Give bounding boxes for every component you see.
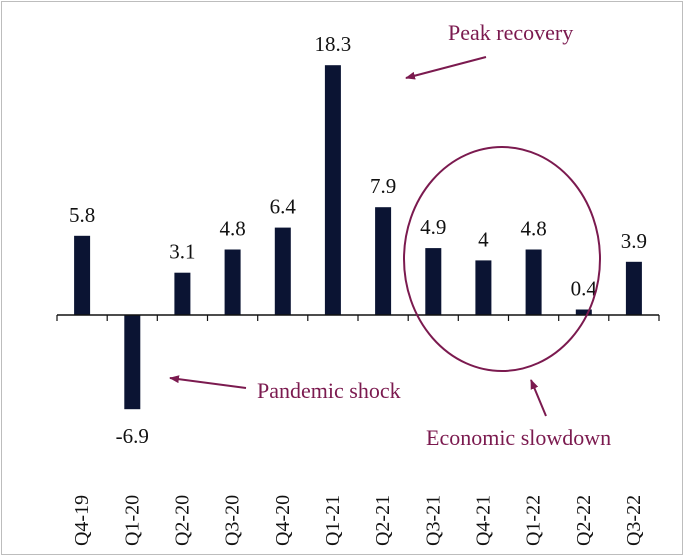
x-tick-label-q4-21: Q4-21 — [472, 495, 494, 546]
bar-q4-21 — [475, 260, 492, 315]
chart-frame — [1, 1, 683, 555]
value-label-q4-21: 4 — [478, 227, 489, 251]
x-tick-label-q3-22: Q3-22 — [623, 495, 645, 546]
x-ticks-group — [56, 315, 660, 321]
bar-q2-22 — [575, 309, 592, 315]
value-label-q3-21: 4.9 — [420, 215, 446, 239]
annotation-peak-recovery: Peak recovery — [448, 20, 573, 45]
bar-q4-19 — [74, 235, 91, 315]
x-tick-label-q3-21: Q3-21 — [422, 495, 444, 546]
bar-q3-21 — [425, 248, 442, 315]
value-labels-group: 5.8 -6.9 3.1 4.8 6.4 18.3 7.9 4.9 4 4.8 0.4 3.9 — [69, 32, 647, 448]
value-label-q1-22: 4.8 — [520, 217, 546, 241]
x-tick-label-q4-20: Q4-20 — [272, 495, 294, 546]
arrow-pandemic-shock — [169, 375, 247, 389]
annotation-economic-slowdown: Economic slowdown — [426, 425, 611, 450]
bar-q1-21 — [324, 65, 341, 315]
value-label-q1-20: -6.9 — [116, 424, 149, 448]
value-label-q3-22: 3.9 — [621, 229, 647, 253]
x-tick-label-q2-21: Q2-21 — [372, 495, 394, 546]
annotation-pandemic-shock: Pandemic shock — [257, 378, 401, 403]
bars-group — [74, 65, 642, 410]
x-tick-label-q3-20: Q3-20 — [222, 495, 244, 546]
arrow-peak-recovery — [405, 56, 487, 80]
value-label-q3-20: 4.8 — [219, 217, 245, 241]
bar-q2-20 — [174, 272, 191, 315]
bar-q3-22 — [625, 261, 642, 315]
x-tick-label-q2-20: Q2-20 — [171, 495, 193, 546]
bar-q2-21 — [375, 207, 392, 315]
value-label-q2-21: 7.9 — [370, 174, 396, 198]
value-label-q1-21: 18.3 — [315, 32, 352, 56]
bar-q4-20 — [274, 227, 291, 315]
x-tick-label-q1-20: Q1-20 — [121, 495, 143, 546]
x-tick-label-q2-22: Q2-22 — [573, 495, 595, 546]
x-tick-label-q1-22: Q1-22 — [523, 495, 545, 546]
bar-q1-20 — [124, 315, 141, 410]
value-label-q4-20: 6.4 — [270, 195, 297, 219]
x-tick-labels-group: Q4-19 Q1-20 Q2-20 Q3-20 Q4-20 Q1-21 Q2-21 Q3-21… — [71, 495, 645, 546]
x-tick-label-q4-19: Q4-19 — [71, 495, 93, 546]
arrow-economic-slowdown — [530, 379, 547, 417]
value-label-q2-20: 3.1 — [169, 240, 195, 264]
x-tick-label-q1-21: Q1-21 — [322, 495, 344, 546]
bar-q3-20 — [224, 249, 241, 315]
bar-q1-22 — [525, 249, 542, 315]
slowdown-ellipse — [403, 146, 601, 372]
value-label-q4-19: 5.8 — [69, 203, 95, 227]
value-label-q2-22: 0.4 — [571, 277, 598, 301]
